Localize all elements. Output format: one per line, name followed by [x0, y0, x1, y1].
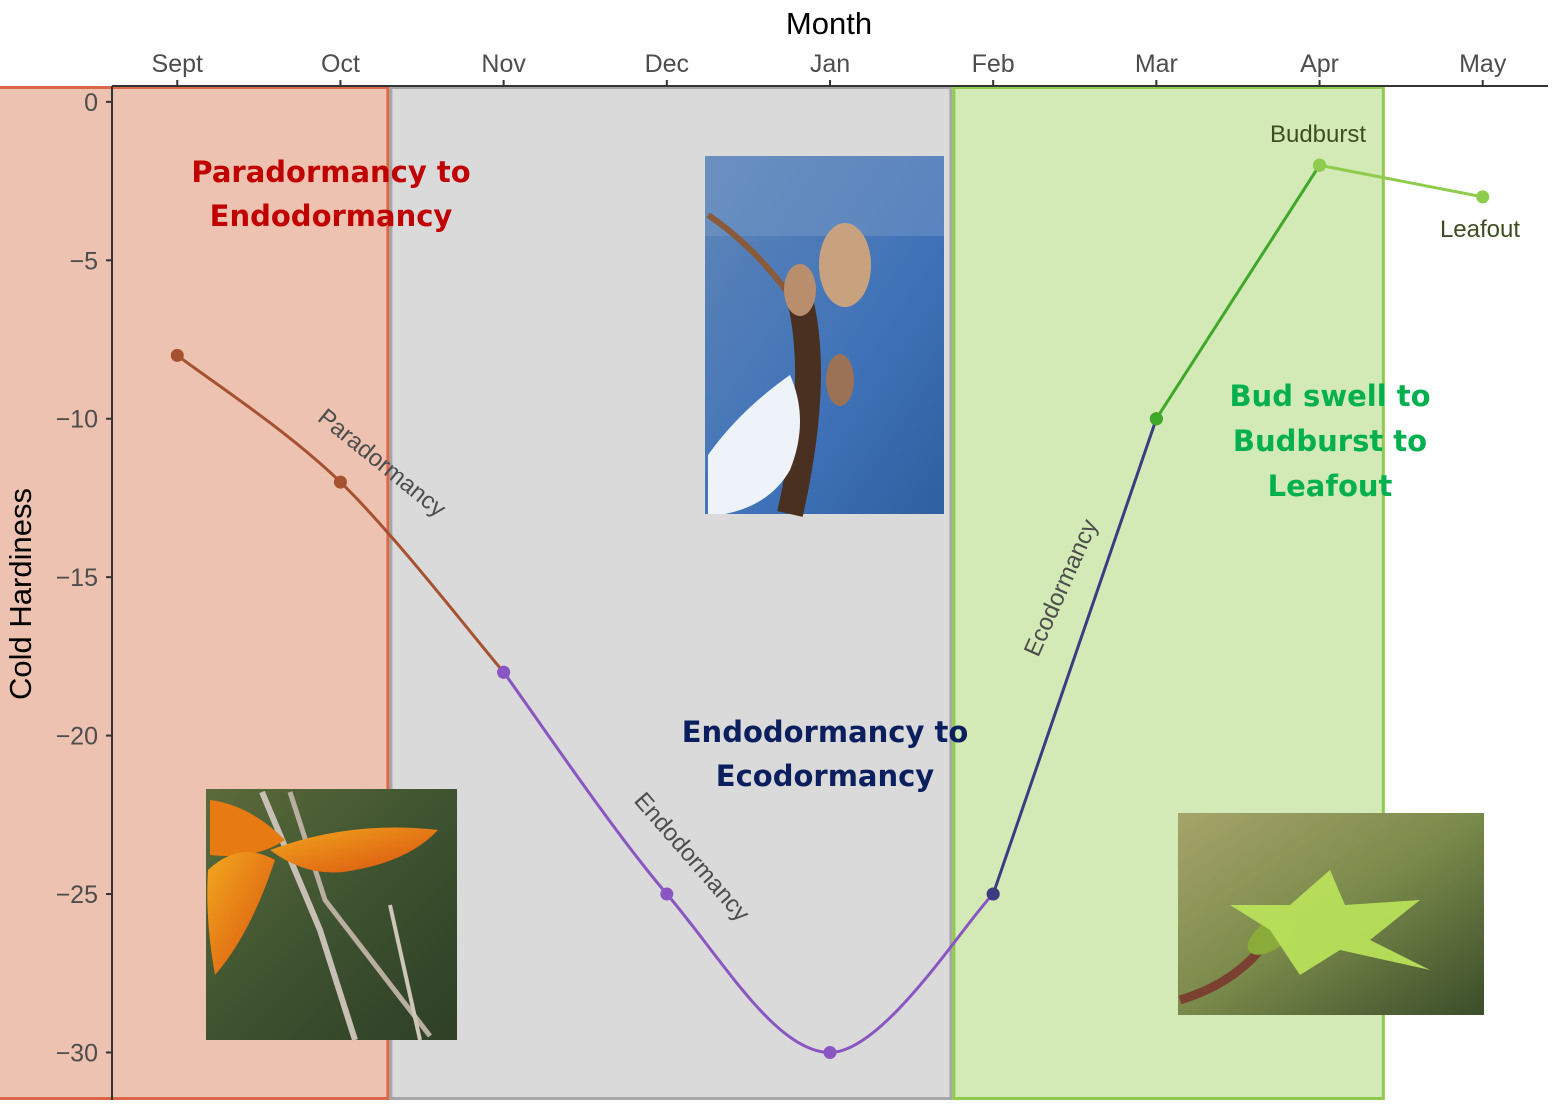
data-point-endodormancy [823, 1045, 837, 1059]
spring-leafout-photo [1178, 813, 1484, 1015]
region-title-line: Endodormancy [210, 199, 453, 233]
y-axis-ticks: 0 −5 −10 −15 −20 −25 −30 [56, 89, 112, 1067]
label-budburst: Budburst [1270, 121, 1366, 148]
region-title-line: Budburst to [1233, 424, 1427, 458]
region-title-line: Leafout [1268, 469, 1393, 503]
x-tick-label: Apr [1300, 50, 1339, 78]
autumn-leaf-photo [206, 789, 457, 1041]
y-tick-label: −30 [56, 1039, 98, 1067]
data-point-leafout [1476, 190, 1490, 204]
series [170, 158, 1490, 1059]
x-tick-label: Nov [481, 50, 526, 78]
data-point-endodormancy [660, 887, 674, 901]
region-title-paradormancy: Paradormancy to Endodormancy [191, 155, 470, 233]
data-point-paradormancy [333, 475, 347, 489]
data-point-paradormancy [170, 348, 184, 362]
x-tick-label: Dec [645, 50, 689, 78]
x-tick-label: Feb [972, 50, 1015, 78]
y-tick-label: 0 [84, 89, 98, 117]
x-axis-title: Month [786, 6, 872, 41]
region-title-line: Bud swell to [1229, 379, 1430, 413]
label-leafout: Leafout [1440, 216, 1520, 243]
data-point-leafout [1313, 158, 1327, 172]
series-line-endodormancy [502, 671, 995, 1054]
region-title-line: Endodormancy to [682, 715, 969, 749]
series-line-budburst [1155, 164, 1321, 420]
region-title-line: Paradormancy to [191, 155, 470, 189]
x-axis-ticks: Sept Oct Nov Dec Jan Feb Mar Apr May [152, 50, 1507, 86]
y-tick-label: −5 [69, 247, 98, 275]
x-tick-label: May [1459, 50, 1507, 78]
x-tick-label: Mar [1135, 50, 1178, 78]
region-title-line: Ecodormancy [716, 759, 935, 793]
y-tick-label: −20 [56, 723, 98, 751]
data-point-budburst [1149, 412, 1163, 426]
data-point-ecodormancy [986, 887, 1000, 901]
data-point-endodormancy [497, 665, 511, 679]
y-tick-label: −10 [56, 406, 98, 434]
series-line-leafout [1319, 163, 1484, 199]
winter-bud-snow-photo [705, 156, 944, 517]
y-tick-label: −15 [56, 564, 98, 592]
series-line-ecodormancy [991, 418, 1158, 895]
y-axis-title: Cold Hardiness [3, 488, 38, 700]
region-title-ecodormancy: Bud swell to Budburst to Leafout [1229, 379, 1430, 503]
region-title-endodormancy: Endodormancy to Ecodormancy [682, 715, 969, 793]
x-tick-label: Sept [152, 50, 203, 78]
y-tick-label: −25 [56, 881, 98, 909]
x-tick-label: Oct [321, 50, 360, 78]
x-tick-label: Jan [810, 50, 850, 78]
